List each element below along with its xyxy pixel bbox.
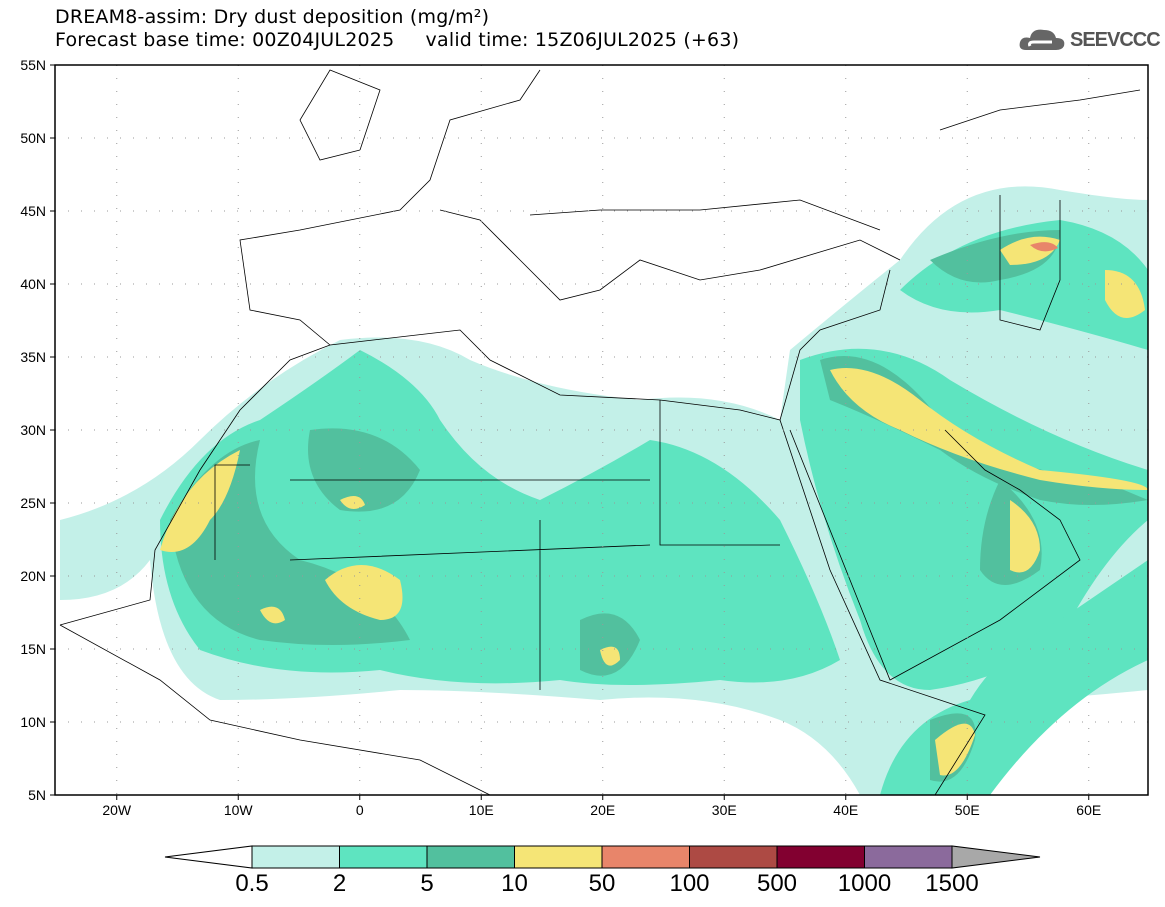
boundary-line: [439, 209, 901, 301]
lon-label: 30E: [712, 802, 737, 818]
lat-label: 20N: [20, 568, 46, 584]
colorbar-segment: [339, 845, 428, 869]
colorbar-label: 2: [332, 870, 347, 897]
colorbar-segment: [251, 845, 340, 869]
boundary-line: [779, 419, 986, 796]
colorbar-label: 50: [588, 870, 616, 897]
cloud-icon: [1019, 29, 1065, 50]
dust-contour-10: [260, 606, 285, 624]
dust-contour-10: [160, 450, 240, 552]
colorbar-segment: [601, 845, 690, 869]
lat-label: 5N: [28, 787, 46, 803]
lat-label: 35N: [20, 349, 46, 365]
colorbar-over-arrow: [951, 845, 1041, 869]
dust-contour-10: [600, 646, 620, 666]
colorbar-label: 10: [501, 870, 528, 897]
map-frame: [54, 64, 1149, 796]
dust-contour-50: [1030, 242, 1058, 252]
dust-contour-10: [325, 565, 403, 620]
colorbar-segment: [776, 845, 865, 869]
dust-contour-5: [308, 428, 420, 512]
lon-label: 0: [356, 802, 364, 818]
lat-label: 50N: [20, 130, 46, 146]
dust-deposition-field: [60, 186, 1148, 795]
map-title: DREAM8-assim: Dry dust deposition (mg/m²…: [55, 6, 490, 28]
colorbar-segment: [689, 845, 778, 869]
forecast-time: Forecast base time: 00Z04JUL2025 valid t…: [55, 29, 740, 51]
dust-contour-10: [1010, 500, 1040, 573]
boundary-line: [999, 195, 1061, 331]
colorbar-segment: [864, 845, 953, 869]
graticule: [50, 64, 1148, 800]
boundary-line: [239, 69, 541, 346]
lon-label: 10E: [469, 802, 494, 818]
boundary-line: [59, 269, 891, 626]
boundary-line: [59, 624, 491, 796]
lat-label: 40N: [20, 276, 46, 292]
lat-label: 55N: [20, 57, 46, 73]
boundary-line: [939, 89, 1141, 131]
colorbar-segment: [514, 845, 603, 869]
coastlines: [59, 69, 1141, 796]
dust-contour-10: [830, 368, 1148, 490]
lon-label: 20E: [590, 802, 615, 818]
lat-label: 45N: [20, 203, 46, 219]
colorbar-label: 1500: [925, 870, 979, 897]
dust-contour-10: [340, 496, 365, 509]
colorbar-segment: [426, 845, 515, 869]
boundary-line: [529, 199, 881, 231]
lat-label: 30N: [20, 422, 46, 438]
dust-contour-10: [1105, 270, 1145, 318]
boundary-line: [214, 400, 780, 690]
lon-label: 20W: [102, 802, 132, 818]
colorbar-label: 0.5: [235, 870, 269, 897]
lat-label: 10N: [20, 714, 46, 730]
boundary-line: [299, 69, 381, 161]
dust-contour-10: [935, 723, 975, 776]
lon-label: 50E: [955, 802, 980, 818]
dust-contour-5: [580, 613, 640, 676]
lat-label: 15N: [20, 641, 46, 657]
lat-label: 25N: [20, 495, 46, 511]
colorbar-under-arrow: [164, 845, 253, 869]
colorbar-label: 100: [669, 870, 710, 897]
seevccc-logo: SEEVCCC: [1018, 26, 1161, 54]
colorbar-label: 5: [420, 870, 434, 897]
colorbar-label: 1000: [837, 870, 892, 897]
boundary-line: [789, 429, 1081, 681]
lon-label: 60E: [1076, 802, 1101, 818]
lon-label: 10W: [224, 802, 254, 818]
dust-contour-2: [800, 348, 1148, 690]
lon-label: 40E: [833, 802, 858, 818]
colorbar-label: 500: [756, 870, 798, 897]
